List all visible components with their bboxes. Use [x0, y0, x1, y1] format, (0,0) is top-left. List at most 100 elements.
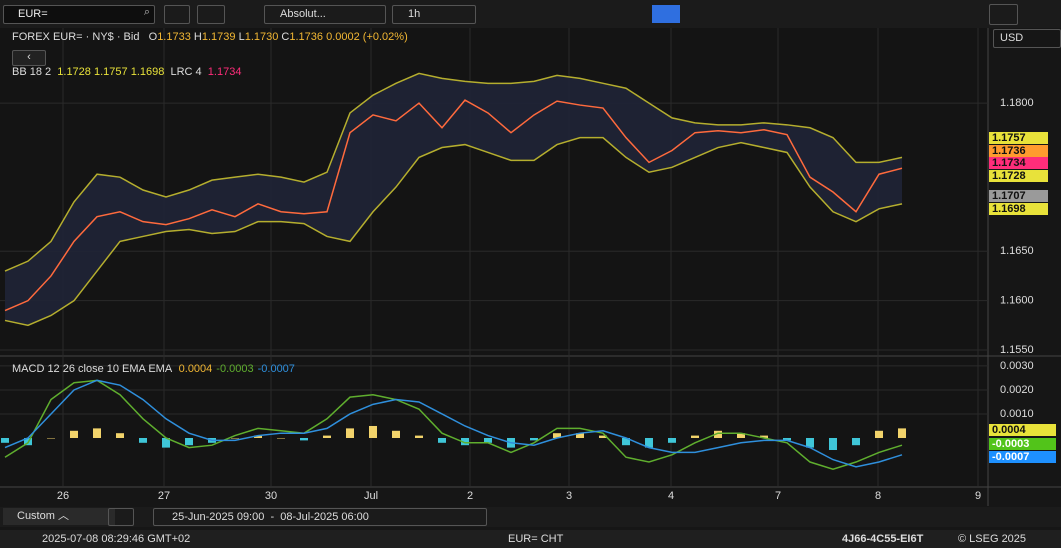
histogram-bar	[668, 437, 676, 443]
symbol-input[interactable]: EUR= ⌕	[3, 5, 155, 24]
session: 4J66-4C55-EI6T	[842, 533, 924, 545]
search-icon: ⌕	[143, 6, 150, 18]
copyright: © LSEG 2025	[958, 533, 1027, 545]
value: 1.1739	[201, 31, 236, 43]
value: 1.1698	[130, 66, 165, 78]
histogram-bar	[346, 428, 354, 438]
histogram-bar	[93, 428, 101, 438]
macd-value: 0.0004	[178, 363, 213, 375]
preset: Custom	[17, 510, 55, 522]
settings-button[interactable]	[108, 508, 134, 526]
value: 1.1734	[207, 66, 242, 78]
histogram-bar	[415, 435, 423, 438]
legend-line: FOREX EUR= · NY$ · Bid O1.1733 H1.1739 L…	[12, 31, 408, 43]
price-label: 1.1734	[989, 157, 1048, 169]
macd-label: -0.0003	[989, 438, 1056, 450]
x-tick-label: 8	[875, 490, 881, 502]
y-tick-label: 1.1600	[1000, 295, 1034, 307]
histogram-bar	[898, 428, 906, 438]
histogram-bar	[47, 437, 55, 439]
interval-dropdown[interactable]: 1h	[392, 5, 476, 24]
histogram-bar	[737, 433, 745, 438]
macd-value: -0.0003	[216, 363, 254, 375]
x-tick-label: Jul	[364, 490, 378, 502]
y-tick-label: 1.1550	[1000, 344, 1034, 356]
price-label: 1.1728	[989, 170, 1048, 182]
scale-mode: Absolut...	[280, 8, 326, 20]
change: 0.0002 (+0.02%)	[326, 31, 408, 43]
x-tick-label: 4	[668, 490, 674, 502]
histogram-bar	[254, 435, 262, 438]
bottom-bar: Custom ︿ 25-Jun-2025 09:00 - 08-Jul-2025…	[0, 507, 1061, 527]
lower-line	[4, 136, 903, 327]
y-tick-label: 1.1800	[1000, 97, 1034, 109]
lrc-name: LRC 4	[170, 66, 202, 78]
folder-button[interactable]	[197, 5, 225, 24]
bb-name: BB 18 2	[12, 66, 52, 78]
macd-legend: MACD 12 26 close 10 EMA EMA 0.0004 -0.000…	[12, 363, 295, 375]
histogram-bar	[1, 437, 9, 443]
close-line	[4, 99, 903, 312]
price-label: 1.1698	[989, 203, 1048, 215]
macd-value: -0.0007	[257, 363, 295, 375]
histogram-bar	[392, 430, 400, 438]
status-bar: 2025-07-08 08:29:46 GMT+02 EUR= CHT 4J66…	[0, 530, 1061, 548]
time: 2025-07-08 08:29:46 GMT+02	[42, 533, 191, 545]
label: C	[281, 31, 290, 43]
price-label: 1.1757	[989, 132, 1048, 144]
indicator-line: BB 18 2 1.1728 1.1757 1.1698 LRC 4 1.173…	[12, 66, 241, 78]
macd-title: MACD 12 26 close 10 EMA EMA	[12, 363, 172, 375]
label: O	[148, 31, 158, 43]
y-tick-label: 0.0020	[1000, 384, 1034, 396]
label: H	[193, 31, 202, 43]
value: 1.1728	[57, 66, 91, 78]
y-tick-label: 1.1650	[1000, 245, 1034, 257]
histogram-bar	[852, 437, 860, 446]
x-tick-label: 26	[57, 490, 69, 502]
add-button[interactable]	[164, 5, 190, 24]
collapse-button[interactable]: ‹	[12, 50, 46, 66]
macd-line	[4, 379, 903, 471]
band-fill	[5, 73, 902, 326]
histogram-bar	[70, 430, 78, 438]
range-preset[interactable]: Custom ︿	[3, 508, 115, 525]
currency: USD	[1000, 32, 1024, 44]
x-tick-label: 27	[158, 490, 170, 502]
histogram-bar	[484, 437, 492, 443]
upper-line	[4, 72, 903, 272]
histogram-bar	[553, 433, 561, 438]
value: 1.1733	[157, 31, 191, 43]
histogram-bar	[530, 437, 538, 441]
toolbar: EUR= ⌕ Absolut... 1h	[0, 0, 1061, 28]
histogram-bar	[599, 435, 607, 438]
x-tick-label: 7	[775, 490, 781, 502]
price-label: 1.1707	[989, 190, 1048, 202]
histogram-bar	[576, 433, 584, 438]
chart-id: EUR= CHT	[508, 533, 564, 545]
instrument: FOREX EUR= · NY$ · Bid	[12, 31, 140, 43]
scale-dropdown[interactable]: Absolut...	[264, 5, 386, 24]
value: 1.1757	[93, 66, 128, 78]
histogram-bar	[185, 437, 193, 446]
signal-line	[4, 379, 903, 468]
chart-area: 26 27 30 Jul 2 3 4 7 8 9 1.1800 1.1650 1.1600 1.1550 0…	[0, 28, 1061, 506]
histogram-bar	[231, 437, 239, 439]
currency-select[interactable]: USD	[993, 29, 1061, 48]
histogram-bar	[461, 437, 469, 446]
histogram-bar	[162, 437, 170, 448]
histogram-bar	[875, 430, 883, 438]
date-range[interactable]: 25-Jun-2025 09:00 - 08-Jul-2025 06:00	[153, 508, 487, 526]
histogram-bar	[139, 437, 147, 443]
histogram-bar	[300, 437, 308, 441]
crosshair-tool[interactable]	[652, 5, 680, 23]
price-label: 1.1736	[989, 145, 1048, 157]
histogram-bar	[369, 425, 377, 438]
histogram-bar	[323, 435, 331, 438]
histogram-bar	[691, 435, 699, 438]
reset-button[interactable]	[989, 4, 1018, 25]
x-tick-label: 2	[467, 490, 473, 502]
macd-label: 0.0004	[989, 424, 1056, 436]
label: L	[238, 31, 245, 43]
x-tick-label: 3	[566, 490, 572, 502]
histogram-bar	[806, 437, 814, 448]
